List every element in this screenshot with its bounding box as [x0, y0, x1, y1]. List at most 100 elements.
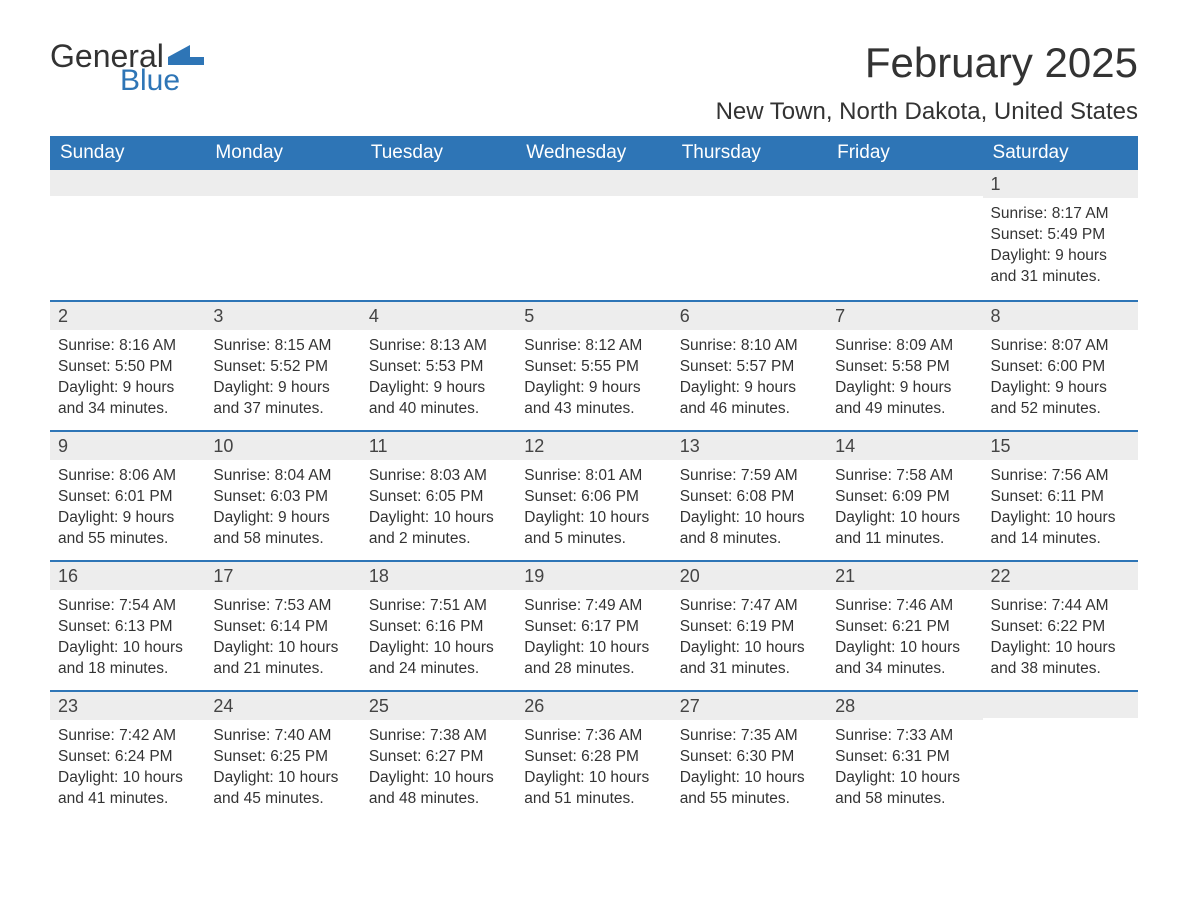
day-number: 6	[672, 302, 827, 330]
day-number: 8	[983, 302, 1138, 330]
sunset-text: Sunset: 5:52 PM	[213, 357, 352, 378]
daylight-text: Daylight: 10 hours and 2 minutes.	[369, 508, 508, 550]
sunset-text: Sunset: 6:24 PM	[58, 747, 197, 768]
calendar: SundayMondayTuesdayWednesdayThursdayFrid…	[50, 136, 1138, 820]
daylight-text: Daylight: 10 hours and 34 minutes.	[835, 638, 974, 680]
sunset-text: Sunset: 6:16 PM	[369, 617, 508, 638]
sunrise-text: Sunrise: 8:01 AM	[524, 466, 663, 487]
day-detail: Sunrise: 8:04 AMSunset: 6:03 PMDaylight:…	[211, 466, 354, 550]
day-detail: Sunrise: 7:38 AMSunset: 6:27 PMDaylight:…	[367, 726, 510, 810]
day-cell: 7Sunrise: 8:09 AMSunset: 5:58 PMDaylight…	[827, 302, 982, 430]
day-detail: Sunrise: 7:54 AMSunset: 6:13 PMDaylight:…	[56, 596, 199, 680]
sunset-text: Sunset: 6:03 PM	[213, 487, 352, 508]
sunrise-text: Sunrise: 8:10 AM	[680, 336, 819, 357]
sunrise-text: Sunrise: 7:59 AM	[680, 466, 819, 487]
sunset-text: Sunset: 6:28 PM	[524, 747, 663, 768]
day-number: 10	[205, 432, 360, 460]
day-number: 26	[516, 692, 671, 720]
sunrise-text: Sunrise: 8:06 AM	[58, 466, 197, 487]
day-detail: Sunrise: 8:09 AMSunset: 5:58 PMDaylight:…	[833, 336, 976, 420]
day-cell: 17 Sunrise: 7:53 AMSunset: 6:14 PMDayligh…	[205, 562, 360, 690]
daylight-text: Daylight: 10 hours and 45 minutes.	[213, 768, 352, 810]
day-number: 24	[205, 692, 360, 720]
day-number: 5	[516, 302, 671, 330]
day-detail: Sunrise: 7:51 AMSunset: 6:16 PMDaylight:…	[367, 596, 510, 680]
sunrise-text: Sunrise: 7:56 AM	[991, 466, 1130, 487]
sunset-text: Sunset: 5:58 PM	[835, 357, 974, 378]
day-number: 15	[983, 432, 1138, 460]
daylight-text: Daylight: 10 hours and 31 minutes.	[680, 638, 819, 680]
day-number: 20	[672, 562, 827, 590]
day-detail: Sunrise: 7:53 AMSunset: 6:14 PMDaylight:…	[211, 596, 354, 680]
sunset-text: Sunset: 6:06 PM	[524, 487, 663, 508]
day-detail: Sunrise: 8:17 AMSunset: 5:49 PMDaylight:…	[989, 204, 1132, 288]
sunrise-text: Sunrise: 8:16 AM	[58, 336, 197, 357]
week-row: 9Sunrise: 8:06 AMSunset: 6:01 PMDaylight…	[50, 430, 1138, 560]
week-row: 1Sunrise: 8:17 AMSunset: 5:49 PMDaylight…	[50, 170, 1138, 300]
sunrise-text: Sunrise: 8:15 AM	[213, 336, 352, 357]
day-cell: 4Sunrise: 8:13 AMSunset: 5:53 PMDaylight…	[361, 302, 516, 430]
daylight-text: Daylight: 9 hours and 37 minutes.	[213, 378, 352, 420]
day-cell: 21Sunrise: 7:46 AMSunset: 6:21 PMDayligh…	[827, 562, 982, 690]
day-detail: Sunrise: 8:07 AMSunset: 6:00 PMDaylight:…	[989, 336, 1132, 420]
daylight-text: Daylight: 9 hours and 58 minutes.	[213, 508, 352, 550]
sunset-text: Sunset: 6:09 PM	[835, 487, 974, 508]
day-cell: 1Sunrise: 8:17 AMSunset: 5:49 PMDaylight…	[983, 170, 1138, 300]
day-cell: 14Sunrise: 7:58 AMSunset: 6:09 PMDayligh…	[827, 432, 982, 560]
day-detail: Sunrise: 7:46 AMSunset: 6:21 PMDaylight:…	[833, 596, 976, 680]
daylight-text: Daylight: 10 hours and 8 minutes.	[680, 508, 819, 550]
week-row: 2Sunrise: 8:16 AMSunset: 5:50 PMDaylight…	[50, 300, 1138, 430]
sunrise-text: Sunrise: 7:36 AM	[524, 726, 663, 747]
sunrise-text: Sunrise: 7:35 AM	[680, 726, 819, 747]
day-cell: 11Sunrise: 8:03 AMSunset: 6:05 PMDayligh…	[361, 432, 516, 560]
day-detail: Sunrise: 8:15 AMSunset: 5:52 PMDaylight:…	[211, 336, 354, 420]
daylight-text: Daylight: 10 hours and 51 minutes.	[524, 768, 663, 810]
daylight-text: Daylight: 9 hours and 55 minutes.	[58, 508, 197, 550]
day-detail: Sunrise: 8:06 AMSunset: 6:01 PMDaylight:…	[56, 466, 199, 550]
sunset-text: Sunset: 6:19 PM	[680, 617, 819, 638]
day-cell: 2Sunrise: 8:16 AMSunset: 5:50 PMDaylight…	[50, 302, 205, 430]
day-number	[827, 170, 982, 196]
day-number	[50, 170, 205, 196]
weekday-header-cell: Monday	[205, 136, 360, 170]
title-block: February 2025 New Town, North Dakota, Un…	[716, 40, 1138, 126]
weeks-container: 1Sunrise: 8:17 AMSunset: 5:49 PMDaylight…	[50, 170, 1138, 820]
daylight-text: Daylight: 10 hours and 28 minutes.	[524, 638, 663, 680]
daylight-text: Daylight: 9 hours and 46 minutes.	[680, 378, 819, 420]
day-detail: Sunrise: 7:56 AMSunset: 6:11 PMDaylight:…	[989, 466, 1132, 550]
day-cell: 20 Sunrise: 7:47 AMSunset: 6:19 PMDayligh…	[672, 562, 827, 690]
daylight-text: Daylight: 9 hours and 52 minutes.	[991, 378, 1130, 420]
week-row: 16 Sunrise: 7:54 AMSunset: 6:13 PMDayligh…	[50, 560, 1138, 690]
day-cell: 10 Sunrise: 8:04 AMSunset: 6:03 PMDayligh…	[205, 432, 360, 560]
daylight-text: Daylight: 10 hours and 14 minutes.	[991, 508, 1130, 550]
day-number: 3	[205, 302, 360, 330]
day-number: 17	[205, 562, 360, 590]
location-subtitle: New Town, North Dakota, United States	[716, 98, 1138, 126]
daylight-text: Daylight: 10 hours and 21 minutes.	[213, 638, 352, 680]
month-title: February 2025	[716, 40, 1138, 86]
day-cell	[827, 170, 982, 300]
weekday-header-cell: Wednesday	[516, 136, 671, 170]
day-detail: Sunrise: 7:58 AMSunset: 6:09 PMDaylight:…	[833, 466, 976, 550]
day-detail: Sunrise: 8:13 AMSunset: 5:53 PMDaylight:…	[367, 336, 510, 420]
day-detail: Sunrise: 7:47 AMSunset: 6:19 PMDaylight:…	[678, 596, 821, 680]
daylight-text: Daylight: 10 hours and 58 minutes.	[835, 768, 974, 810]
day-detail: Sunrise: 8:10 AMSunset: 5:57 PMDaylight:…	[678, 336, 821, 420]
logo-word-blue: Blue	[120, 66, 206, 96]
sunset-text: Sunset: 5:55 PM	[524, 357, 663, 378]
day-number: 28	[827, 692, 982, 720]
sunset-text: Sunset: 6:22 PM	[991, 617, 1130, 638]
day-cell: 8 Sunrise: 8:07 AMSunset: 6:00 PMDaylight…	[983, 302, 1138, 430]
day-number: 25	[361, 692, 516, 720]
day-cell	[516, 170, 671, 300]
daylight-text: Daylight: 9 hours and 31 minutes.	[991, 246, 1130, 288]
day-number: 16	[50, 562, 205, 590]
day-cell: 3 Sunrise: 8:15 AMSunset: 5:52 PMDaylight…	[205, 302, 360, 430]
sunset-text: Sunset: 6:31 PM	[835, 747, 974, 768]
day-cell: 12Sunrise: 8:01 AMSunset: 6:06 PMDayligh…	[516, 432, 671, 560]
day-cell: 13Sunrise: 7:59 AMSunset: 6:08 PMDayligh…	[672, 432, 827, 560]
sunrise-text: Sunrise: 7:42 AM	[58, 726, 197, 747]
sunset-text: Sunset: 6:17 PM	[524, 617, 663, 638]
day-detail: Sunrise: 8:01 AMSunset: 6:06 PMDaylight:…	[522, 466, 665, 550]
sunset-text: Sunset: 6:11 PM	[991, 487, 1130, 508]
